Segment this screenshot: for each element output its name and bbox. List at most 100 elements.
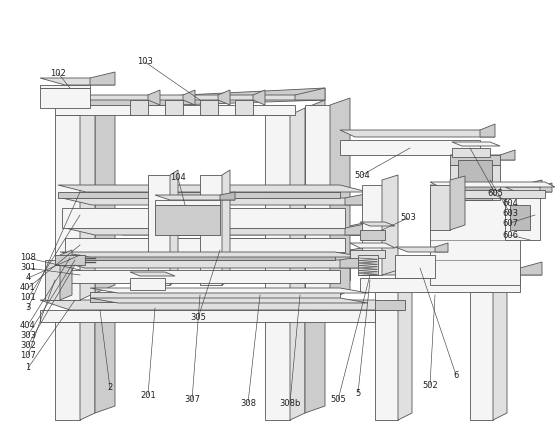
Polygon shape — [90, 258, 350, 280]
Polygon shape — [62, 198, 375, 205]
Polygon shape — [500, 150, 515, 160]
Polygon shape — [480, 124, 495, 137]
Polygon shape — [90, 288, 368, 293]
Polygon shape — [430, 185, 542, 192]
Polygon shape — [55, 95, 325, 100]
Polygon shape — [435, 243, 448, 252]
Polygon shape — [222, 170, 230, 285]
Polygon shape — [375, 292, 398, 420]
Polygon shape — [218, 90, 230, 105]
Polygon shape — [45, 260, 60, 300]
Polygon shape — [340, 130, 495, 137]
Text: 401: 401 — [20, 283, 36, 292]
Polygon shape — [360, 222, 395, 226]
Polygon shape — [60, 250, 72, 300]
Text: 302: 302 — [20, 340, 36, 349]
Polygon shape — [452, 142, 500, 146]
Polygon shape — [90, 292, 340, 298]
Text: 101: 101 — [20, 293, 36, 302]
Text: 5: 5 — [356, 388, 361, 397]
Text: 4: 4 — [25, 273, 31, 283]
Polygon shape — [450, 176, 465, 230]
Polygon shape — [345, 192, 375, 205]
Polygon shape — [350, 245, 378, 257]
Polygon shape — [295, 88, 325, 100]
Text: 308: 308 — [240, 398, 256, 407]
Polygon shape — [200, 100, 218, 115]
Polygon shape — [265, 322, 290, 420]
Polygon shape — [80, 108, 95, 300]
Polygon shape — [540, 183, 552, 192]
Polygon shape — [80, 315, 95, 420]
Polygon shape — [130, 100, 148, 115]
Polygon shape — [58, 192, 340, 198]
Text: 604: 604 — [502, 198, 518, 207]
Polygon shape — [55, 255, 85, 265]
Polygon shape — [155, 205, 220, 235]
Polygon shape — [170, 170, 178, 285]
Polygon shape — [450, 165, 500, 200]
Polygon shape — [90, 298, 340, 302]
Polygon shape — [65, 228, 375, 235]
Polygon shape — [520, 180, 542, 192]
Polygon shape — [200, 175, 222, 285]
Polygon shape — [165, 100, 183, 115]
Polygon shape — [95, 100, 115, 293]
Polygon shape — [85, 88, 325, 108]
Polygon shape — [395, 247, 448, 252]
Polygon shape — [340, 222, 368, 235]
Polygon shape — [130, 278, 165, 290]
Polygon shape — [345, 222, 375, 235]
Polygon shape — [290, 108, 305, 300]
Polygon shape — [95, 228, 368, 235]
Polygon shape — [155, 200, 220, 205]
Polygon shape — [520, 262, 542, 275]
Polygon shape — [55, 322, 80, 420]
Text: 107: 107 — [20, 350, 36, 359]
Polygon shape — [55, 270, 340, 283]
Polygon shape — [40, 85, 90, 88]
Text: 505: 505 — [330, 396, 346, 404]
Text: 502: 502 — [422, 381, 438, 390]
Polygon shape — [450, 155, 500, 165]
Text: 308b: 308b — [280, 398, 301, 407]
Polygon shape — [58, 185, 368, 192]
Polygon shape — [55, 260, 370, 268]
Polygon shape — [350, 243, 395, 248]
Polygon shape — [362, 185, 382, 275]
Text: 305: 305 — [190, 314, 206, 323]
Polygon shape — [452, 148, 490, 157]
Text: 303: 303 — [20, 330, 36, 340]
Polygon shape — [360, 230, 385, 240]
Polygon shape — [510, 205, 530, 230]
Polygon shape — [305, 308, 325, 413]
Text: 404: 404 — [20, 321, 36, 330]
Text: 2: 2 — [107, 384, 112, 393]
Polygon shape — [265, 115, 290, 300]
Polygon shape — [95, 238, 340, 262]
Polygon shape — [60, 252, 365, 257]
Polygon shape — [95, 308, 115, 413]
Polygon shape — [430, 185, 450, 230]
Polygon shape — [450, 155, 515, 160]
Polygon shape — [360, 278, 520, 292]
Polygon shape — [330, 98, 350, 300]
Text: 3: 3 — [25, 304, 31, 312]
Polygon shape — [130, 272, 175, 276]
Polygon shape — [148, 175, 170, 285]
Text: 301: 301 — [20, 264, 36, 273]
Polygon shape — [382, 175, 398, 275]
Polygon shape — [40, 310, 375, 322]
Polygon shape — [358, 255, 378, 275]
Polygon shape — [183, 90, 195, 105]
Text: 104: 104 — [170, 174, 186, 182]
Polygon shape — [290, 315, 305, 420]
Text: 1: 1 — [25, 363, 31, 372]
Polygon shape — [40, 300, 405, 310]
Polygon shape — [340, 255, 370, 268]
Polygon shape — [375, 300, 405, 310]
Text: 307: 307 — [184, 396, 200, 404]
Polygon shape — [65, 238, 345, 252]
Polygon shape — [40, 78, 115, 85]
Text: 603: 603 — [502, 209, 518, 217]
